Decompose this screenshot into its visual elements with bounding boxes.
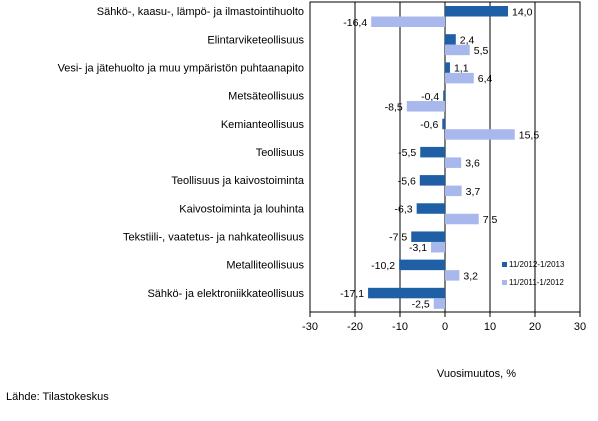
data-label: -0,4 — [421, 91, 439, 103]
x-axis: -30 -20 -10 0 10 20 30 — [302, 312, 586, 333]
bar — [445, 157, 462, 168]
data-label: -5,5 — [398, 147, 416, 159]
data-label: 3,6 — [465, 158, 480, 170]
data-label: -17,1 — [340, 288, 364, 300]
x-tick-label: 10 — [484, 321, 496, 333]
data-label: 15,5 — [519, 129, 540, 141]
data-label: 3,7 — [466, 186, 481, 198]
category-label: Tekstiili-, vaatetus- ja nahkateollisuus — [123, 232, 304, 244]
data-label: -7,5 — [389, 232, 407, 244]
category-label: Metsäteollisuus — [228, 91, 304, 103]
bar — [411, 231, 445, 242]
bar — [419, 175, 445, 186]
data-label: -10,2 — [371, 260, 395, 272]
bar — [445, 185, 462, 197]
category-labels: Sähkö-, kaasu-, lämpö- ja ilmastointihuo… — [58, 6, 305, 300]
data-label: 2,4 — [460, 34, 475, 46]
category-label: Kemianteollisuus — [221, 119, 305, 131]
x-tick-label: 0 — [442, 321, 448, 333]
category-label: Vesi- ja jätehuolto ja muu ympäristön pu… — [58, 62, 304, 74]
bar — [445, 34, 456, 45]
category-label: Sähkö- ja elektroniikkateollisuus — [147, 288, 304, 300]
bar — [445, 44, 470, 56]
data-label: 6,4 — [478, 73, 493, 85]
bar — [445, 213, 479, 225]
bar — [442, 118, 445, 130]
bar — [416, 203, 445, 214]
data-label: 1,1 — [454, 63, 469, 75]
category-label: Teollisuus — [256, 147, 305, 159]
bar — [420, 146, 445, 158]
category-label: Teollisuus ja kaivostoiminta — [171, 175, 305, 187]
bar — [431, 241, 445, 253]
data-label: -8,5 — [385, 101, 403, 113]
bar — [445, 72, 474, 84]
legend: 11/2012-1/2013 11/2011-1/2012 — [502, 260, 565, 287]
legend-label: 11/2011-1/2012 — [509, 278, 564, 287]
data-label: -2,5 — [412, 299, 430, 311]
data-label: -6,3 — [395, 204, 413, 216]
x-tick-label: -20 — [347, 321, 363, 333]
data-label: 7,5 — [483, 214, 498, 226]
data-label: 5,5 — [474, 45, 489, 57]
source-note: Lähde: Tilastokeskus — [6, 391, 109, 403]
bar — [433, 298, 445, 309]
category-label: Metalliteollisuus — [226, 260, 304, 272]
bar — [368, 287, 445, 299]
bar — [399, 259, 445, 271]
data-label: -16,4 — [343, 17, 367, 29]
x-tick-label: -10 — [392, 321, 408, 333]
data-label: -3,1 — [409, 242, 427, 254]
bar — [406, 101, 445, 112]
bar — [443, 90, 445, 102]
legend-swatch — [502, 280, 507, 285]
data-label: 3,2 — [463, 270, 478, 282]
legend-swatch — [502, 262, 507, 267]
x-axis-title: Vuosimuutos, % — [437, 368, 516, 380]
data-labels-layer: 14,0 -16,4 2,45,5 1,1 6,4 -0,4 -8,5 -0,6 15,5 -5,… — [340, 6, 539, 310]
data-label: -5,6 — [398, 175, 416, 187]
legend-label: 11/2012-1/2013 — [509, 260, 565, 269]
bar — [445, 6, 508, 17]
data-label: -0,6 — [420, 119, 438, 131]
category-label: Elintarviketeollisuus — [207, 34, 304, 46]
x-tick-label: 30 — [574, 321, 586, 333]
bar — [445, 129, 515, 140]
bars-layer — [368, 6, 515, 309]
data-label: 14,0 — [512, 6, 533, 18]
bar — [445, 270, 460, 281]
bar — [371, 16, 445, 27]
bar — [445, 62, 450, 73]
x-tick-label: -30 — [302, 321, 318, 333]
x-tick-label: 20 — [529, 321, 541, 333]
category-label: Sähkö-, kaasu-, lämpö- ja ilmastointihuo… — [97, 6, 304, 18]
category-label: Kaivostoiminta ja louhinta — [179, 203, 305, 215]
